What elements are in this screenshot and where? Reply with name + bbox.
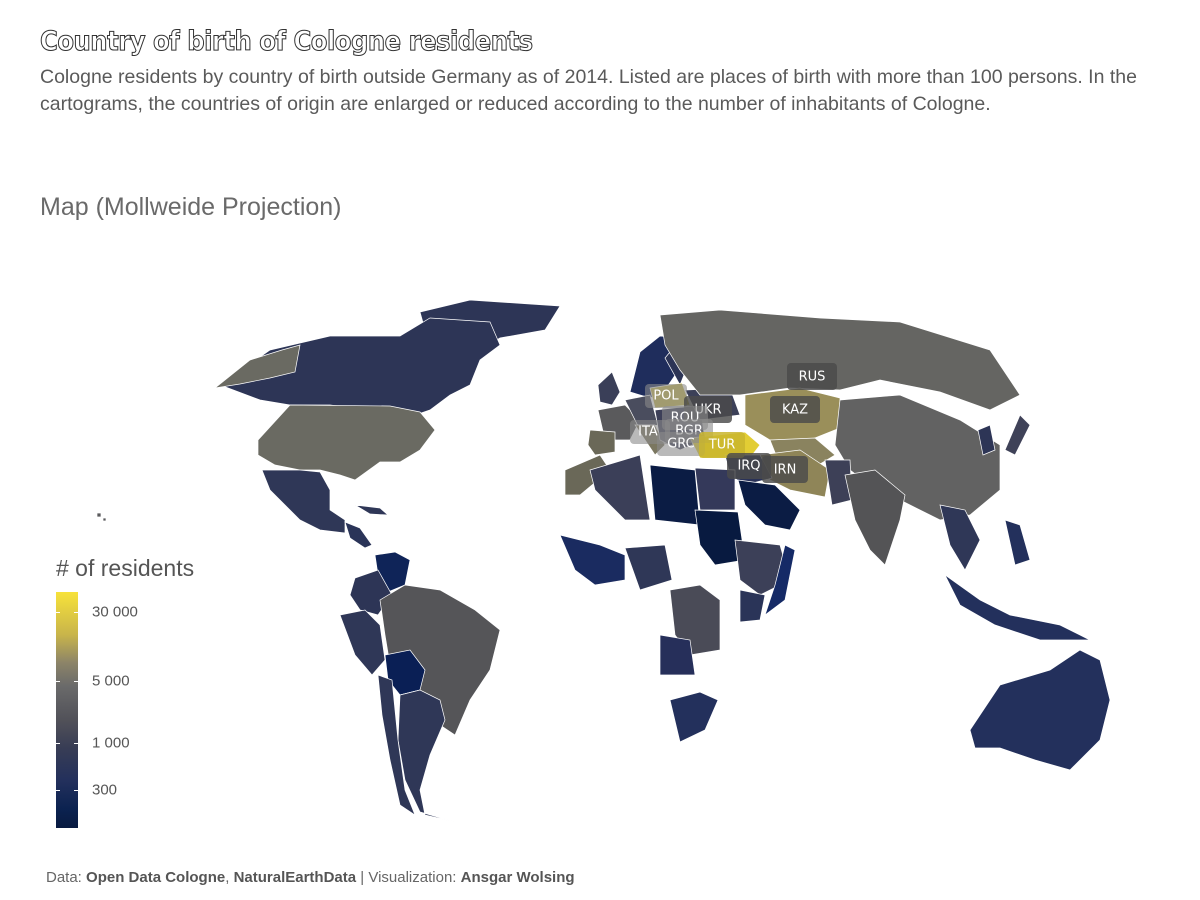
caption-author: Ansgar Wolsing (460, 869, 575, 886)
country-sudan (694, 509, 746, 566)
label-rus: RUS (787, 363, 837, 390)
label-kaz: KAZ (770, 396, 820, 423)
legend-label-300: 300 (92, 781, 118, 799)
legend-label-1000: 1 000 (92, 734, 130, 752)
label-irq-text: IRQ (737, 459, 760, 474)
legend-label-30000: 30 000 (92, 603, 138, 621)
chart-title: Country of birth of Cologne residents (40, 26, 534, 58)
country-libya (649, 464, 701, 526)
caption-separator: , (225, 869, 234, 886)
country-egypt (694, 467, 736, 511)
country-usa (257, 404, 436, 481)
country-peru (339, 609, 386, 676)
label-rus-text: RUS (799, 370, 826, 385)
label-grc-text: GRC (667, 437, 695, 452)
country-south-africa (669, 691, 719, 743)
country-somalia (764, 544, 796, 616)
caption-source-1: Open Data Cologne (86, 869, 226, 886)
country-alaska (213, 344, 301, 389)
caption-viz-prefix: | Visualization: (356, 869, 461, 886)
country-japan (1004, 414, 1031, 456)
country-spain (587, 429, 616, 456)
country-cuba (354, 504, 389, 516)
source-caption: Data: Open Data Cologne, NaturalEarthDat… (46, 869, 575, 886)
legend-title: # of residents (56, 555, 195, 581)
label-kaz-text: KAZ (782, 403, 808, 418)
country-russia (659, 309, 1021, 411)
country-saudi-arabia (737, 479, 801, 531)
chart-subtitle: Cologne residents by country of birth ou… (40, 66, 1137, 115)
country-uk (597, 371, 621, 406)
country-angola (659, 634, 696, 676)
label-irq: IRQ (727, 453, 771, 479)
country-algeria (589, 454, 651, 521)
country-korea (977, 424, 996, 456)
map-section-title: Map (Mollweide Projection) (40, 193, 342, 221)
country-west-africa (559, 534, 626, 586)
country-nigeria (624, 544, 673, 591)
country-kenya-tanzania (739, 589, 766, 623)
country-india (844, 469, 906, 566)
label-grc: GRC (657, 432, 705, 456)
country-central-america (344, 521, 373, 549)
country-mexico (261, 469, 346, 534)
legend-label-5000: 5 000 (92, 672, 130, 690)
country-congo (669, 584, 721, 656)
label-pol: POL (645, 384, 687, 408)
caption-source-2: NaturalEarthData (233, 869, 357, 886)
country-australia (969, 649, 1111, 771)
legend-color-bar (56, 592, 78, 828)
caption-data-prefix: Data: (46, 869, 87, 886)
country-indonesia (944, 574, 1091, 641)
country-hawaii (96, 512, 107, 522)
label-irn-text: IRN (774, 463, 797, 478)
label-ita-text: ITA (638, 425, 658, 440)
country-chile (377, 674, 416, 816)
label-irn: IRN (762, 456, 808, 483)
label-pol-text: POL (653, 389, 679, 404)
country-argentina (397, 689, 456, 823)
label-tur-text: TUR (708, 438, 736, 453)
label-tur: TUR (699, 432, 745, 458)
country-philippines (1004, 519, 1031, 566)
country-se-asia (939, 504, 981, 571)
